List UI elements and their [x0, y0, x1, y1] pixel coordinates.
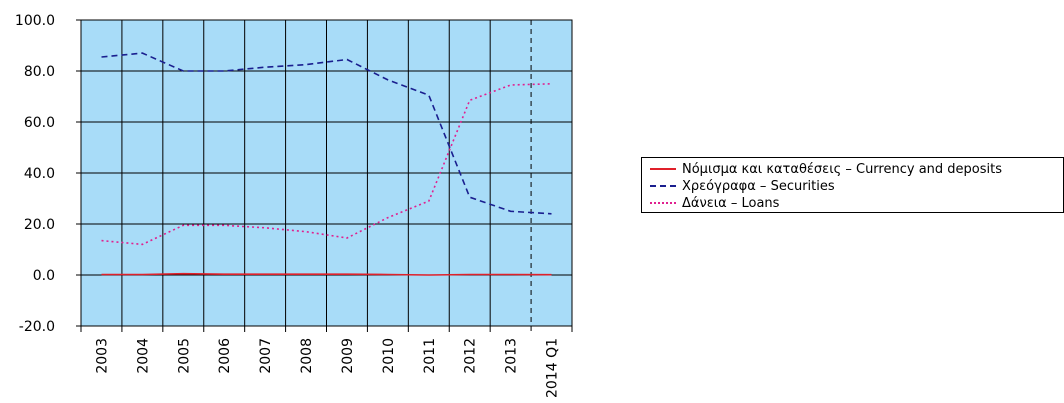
- x-tick-label: 2011: [422, 338, 438, 374]
- legend-label-currency: Νόμισμα και καταθέσεις – Currency and de…: [682, 161, 1002, 177]
- y-tick-label: 100.0: [15, 13, 55, 29]
- legend-label-loans: Δάνεια – Loans: [682, 195, 780, 211]
- legend: Νόμισμα και καταθέσεις – Currency and de…: [641, 157, 1064, 213]
- legend-label-securities: Χρεόγραφα – Securities: [682, 178, 835, 194]
- x-tick-label: 2003: [94, 338, 110, 374]
- series-layer: [101, 52, 552, 276]
- vertical-gridlines: [80, 20, 573, 332]
- y-tick-labels: 100.0 80.0 60.0 40.0 20.0 0.0 -20.0: [15, 13, 55, 335]
- x-tick-label: 2004: [135, 338, 151, 374]
- series-line-loans: [101, 83, 552, 246]
- legend-swatch-currency: [650, 168, 676, 170]
- x-tick-label: 2010: [381, 338, 397, 374]
- legend-swatch-securities: [650, 185, 676, 187]
- x-tick-label: 2005: [176, 338, 192, 374]
- y-tick-label: 20.0: [24, 217, 55, 233]
- legend-swatch-loans: [650, 202, 676, 204]
- legend-item-currency: Νόμισμα και καταθέσεις – Currency and de…: [642, 160, 1002, 178]
- series-line-currency: [101, 272, 552, 276]
- x-tick-label: 2008: [299, 338, 315, 374]
- x-tick-label: 2007: [258, 338, 274, 374]
- legend-item-loans: Δάνεια – Loans: [642, 194, 779, 212]
- x-tick-label: 2009: [340, 338, 356, 374]
- y-tick-label: 60.0: [24, 115, 55, 131]
- x-tick-label: 2014 Q1: [545, 338, 561, 398]
- x-tick-label: 2013: [504, 338, 520, 374]
- y-tick-label: 40.0: [24, 166, 55, 182]
- x-tick-label: 2012: [463, 338, 479, 374]
- x-tick-label: 2006: [217, 338, 233, 374]
- y-tick-label: 80.0: [24, 64, 55, 80]
- legend-item-securities: Χρεόγραφα – Securities: [642, 177, 835, 195]
- x-tick-labels: 2003 2004 2005 2006 2007 2008 2009 2010 2011 2012…: [94, 338, 560, 398]
- y-tick-label: 0.0: [33, 268, 55, 284]
- y-tick-label: -20.0: [19, 319, 55, 335]
